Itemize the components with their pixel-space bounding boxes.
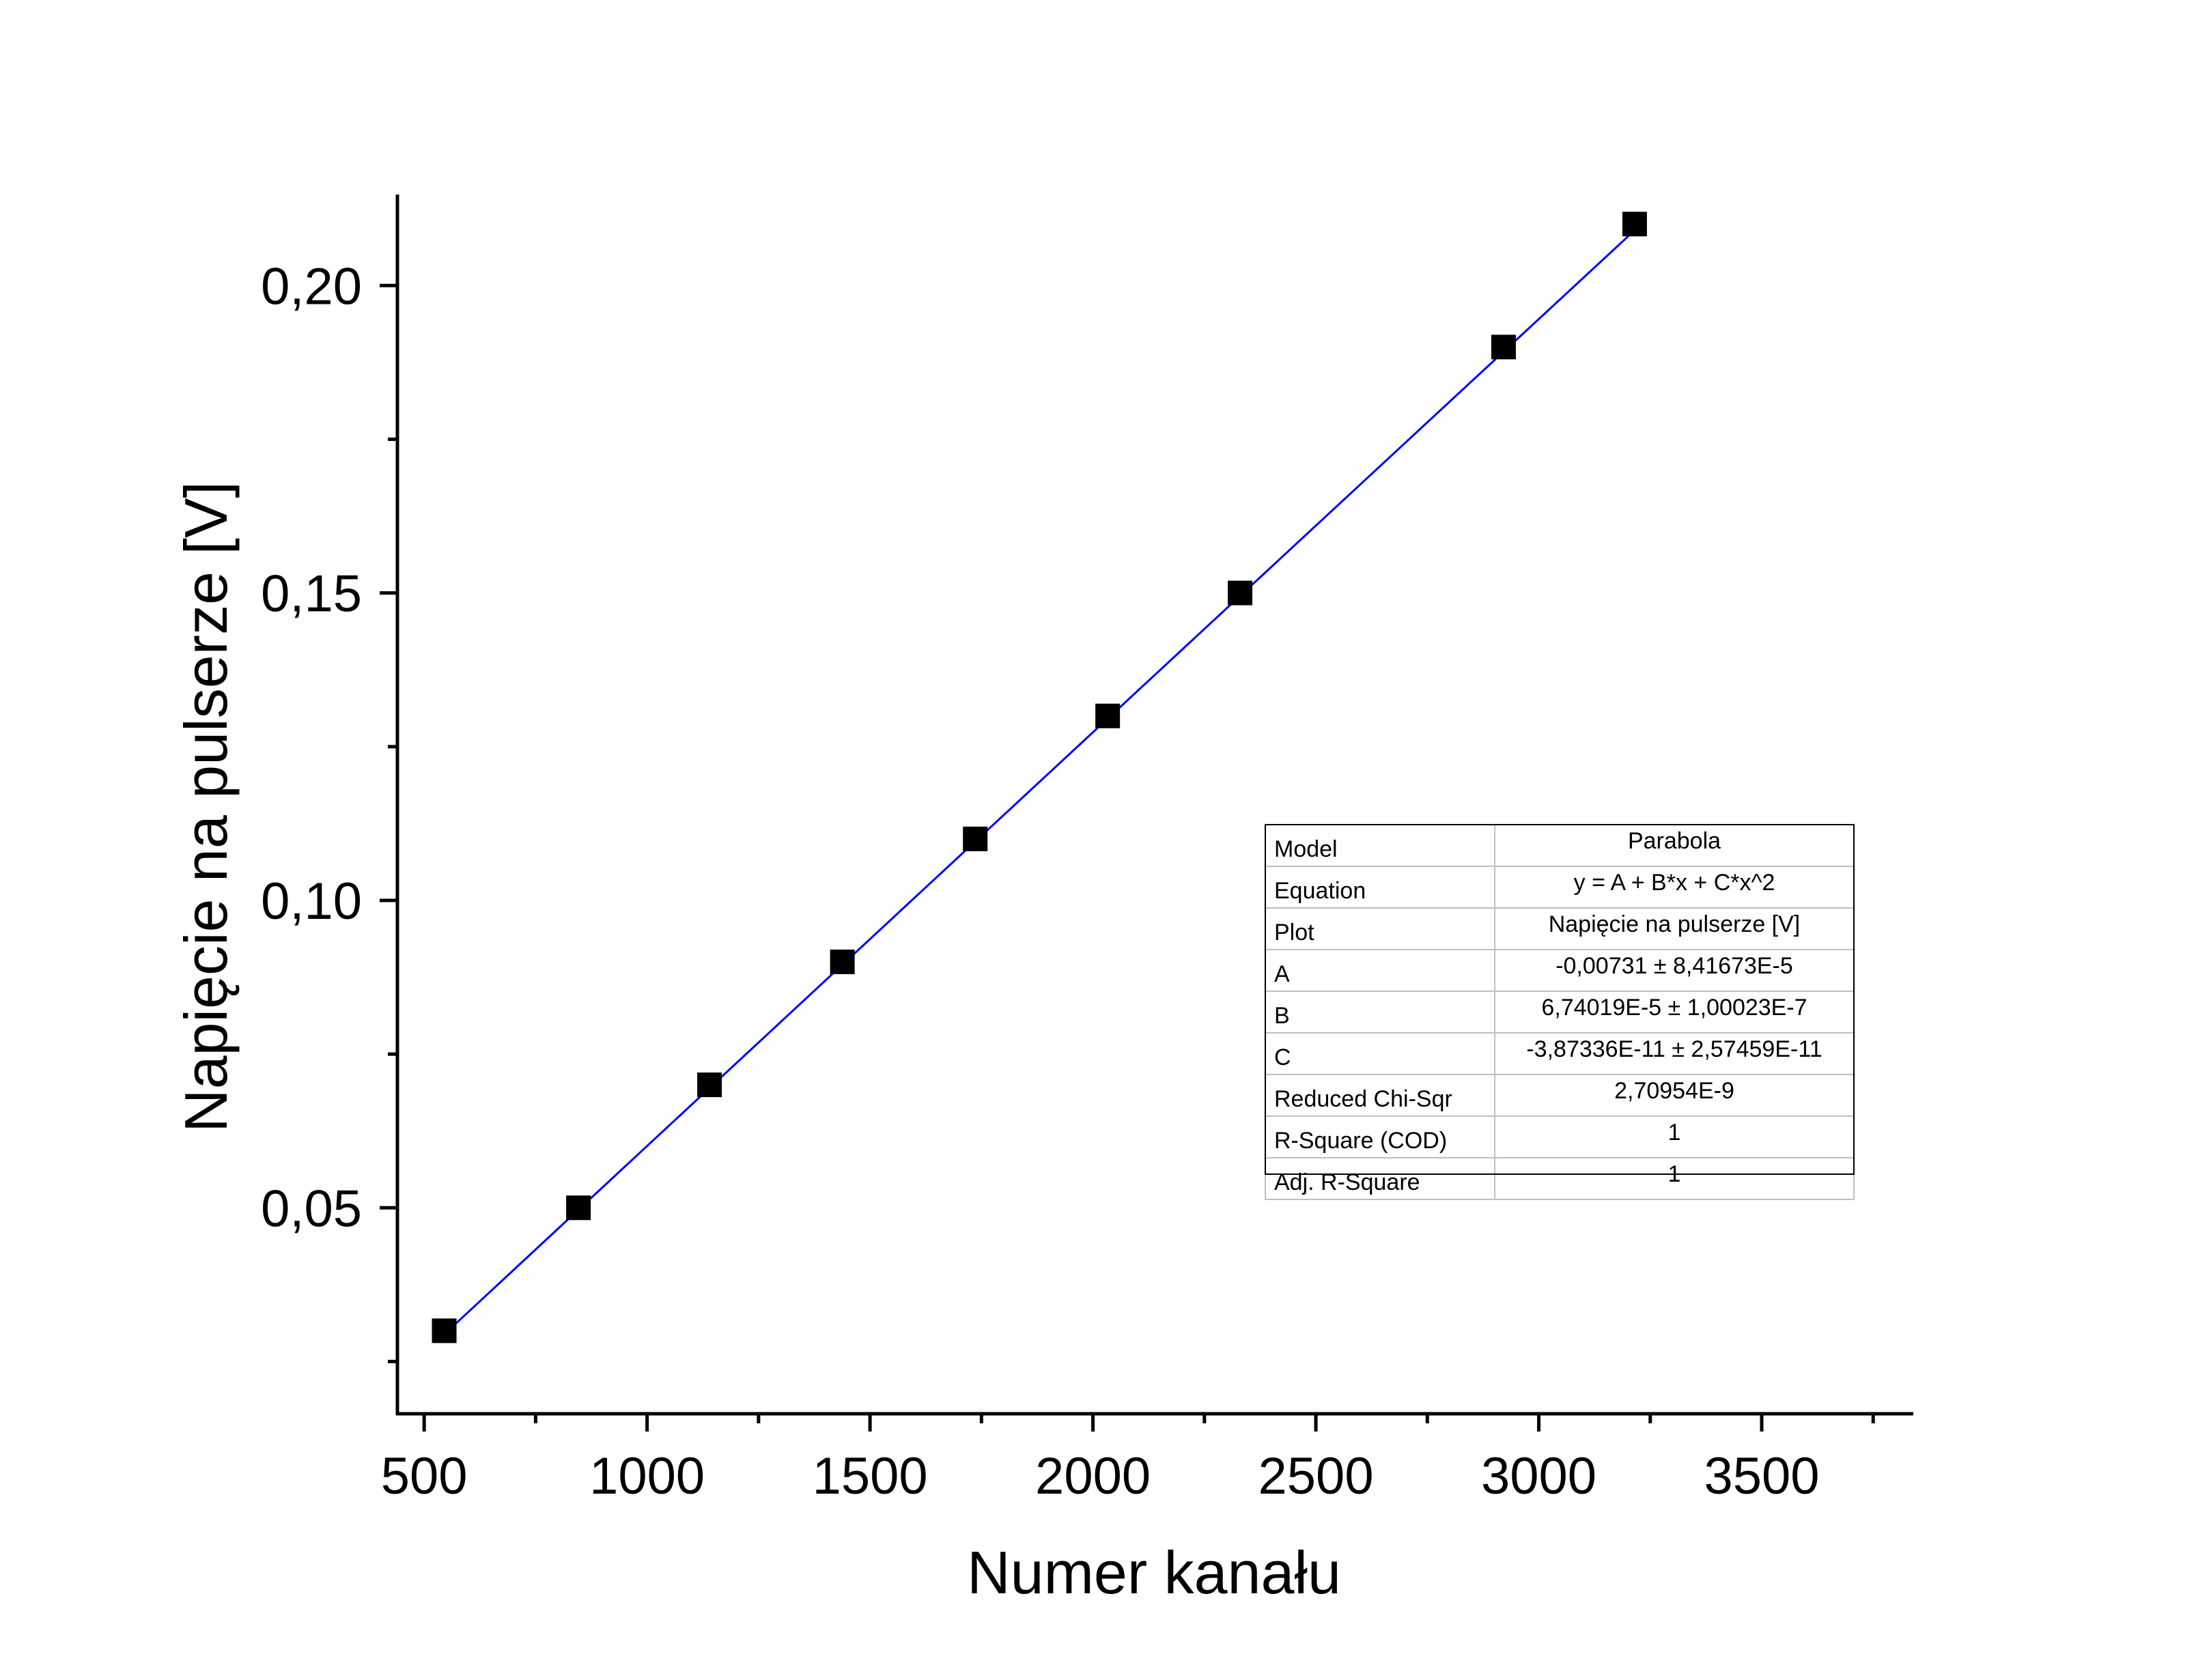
fit-table-key: Plot xyxy=(1265,907,1495,950)
fit-table-key: Adj. R-Square xyxy=(1265,1157,1495,1200)
fit-table-row: C -3,87336E-11 ± 2,57459E-11 xyxy=(1265,1032,1855,1075)
axes xyxy=(395,195,1913,1416)
data-point xyxy=(566,1195,591,1221)
fit-table-key: A xyxy=(1265,949,1495,992)
y-tick-label: 0,15 xyxy=(261,565,362,623)
y-tick-label: 0,05 xyxy=(261,1180,362,1238)
fit-table-value: Parabola xyxy=(1494,824,1855,867)
x-tick-label: 1500 xyxy=(813,1447,928,1505)
fit-table-value: 2,70954E-9 xyxy=(1494,1074,1855,1117)
x-tick-label: 3500 xyxy=(1704,1447,1819,1505)
x-ticks: 500 1000 1500 2000 2500 3000 3500 xyxy=(381,1414,1875,1505)
fit-table-value: -3,87336E-11 ± 2,57459E-11 xyxy=(1494,1032,1855,1075)
fit-curve-group xyxy=(443,229,1635,1335)
fit-table-row: Model Parabola xyxy=(1265,824,1855,867)
fit-curve xyxy=(443,229,1635,1335)
fit-table-row: A -0,00731 ± 8,41673E-5 xyxy=(1265,949,1855,992)
fit-table-value: 6,74019E-5 ± 1,00023E-7 xyxy=(1494,991,1855,1034)
fit-table-value: y = A + B*x + C*x^2 xyxy=(1494,866,1855,909)
fit-table-key: Model xyxy=(1265,824,1495,867)
fit-table-value: Napięcie na pulserze [V] xyxy=(1494,907,1855,950)
data-point xyxy=(1622,212,1647,237)
fit-table-value: 1 xyxy=(1494,1157,1855,1200)
fit-table-key: B xyxy=(1265,991,1495,1034)
data-points xyxy=(432,212,1647,1343)
data-point xyxy=(830,950,855,975)
fit-table-key: Equation xyxy=(1265,866,1495,909)
data-point xyxy=(1491,334,1516,360)
fit-table-key: C xyxy=(1265,1032,1495,1075)
data-point xyxy=(963,826,988,851)
y-ticks: 0,05 0,10 0,15 0,20 xyxy=(261,257,397,1363)
fit-table-value: -0,00731 ± 8,41673E-5 xyxy=(1494,949,1855,992)
fit-table-row: B 6,74019E-5 ± 1,00023E-7 xyxy=(1265,991,1855,1034)
x-tick-label: 2000 xyxy=(1035,1447,1151,1505)
x-tick-label: 500 xyxy=(381,1447,468,1505)
fit-table-key: Reduced Chi-Sqr xyxy=(1265,1074,1495,1117)
fit-table-row: R-Square (COD) 1 xyxy=(1265,1115,1855,1158)
fit-table-row: Equation y = A + B*x + C*x^2 xyxy=(1265,866,1855,909)
data-point xyxy=(1228,580,1253,606)
data-point xyxy=(432,1318,457,1343)
fit-results-table: Model Parabola Equation y = A + B*x + C*x^2… xyxy=(1265,824,1855,1200)
x-axis-title: Numer kanału xyxy=(967,1539,1341,1606)
data-point xyxy=(1095,703,1121,728)
y-tick-label: 0,10 xyxy=(261,872,362,930)
data-point xyxy=(697,1072,722,1098)
fit-table-row: Reduced Chi-Sqr 2,70954E-9 xyxy=(1265,1074,1855,1117)
fit-table-key: R-Square (COD) xyxy=(1265,1115,1495,1158)
x-tick-label: 3000 xyxy=(1481,1447,1596,1505)
fit-table-value: 1 xyxy=(1494,1115,1855,1158)
y-axis-title: Napięcie na pulserze [V] xyxy=(172,481,240,1133)
x-tick-label: 1000 xyxy=(589,1447,705,1505)
x-tick-label: 2500 xyxy=(1258,1447,1374,1505)
y-tick-label: 0,20 xyxy=(261,257,362,315)
fit-table-row: Plot Napięcie na pulserze [V] xyxy=(1265,907,1855,950)
fit-table-row: Adj. R-Square 1 xyxy=(1265,1157,1855,1200)
